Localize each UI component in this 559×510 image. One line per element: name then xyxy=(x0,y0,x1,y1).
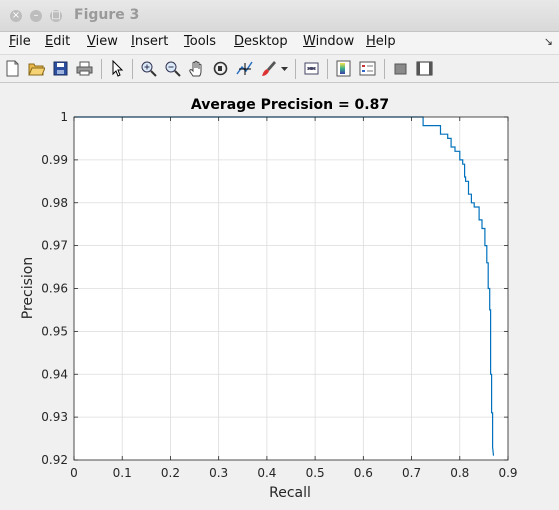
menu-file[interactable]: File xyxy=(9,34,31,49)
menu-overflow-icon[interactable]: ↘ xyxy=(543,35,553,48)
x-tick-label: 0.6 xyxy=(354,466,373,480)
menu-window[interactable]: Window xyxy=(303,34,355,49)
legend-icon[interactable] xyxy=(359,60,376,77)
x-tick-label: 0.3 xyxy=(209,466,228,480)
precision-recall-curve xyxy=(74,116,495,456)
open-file-icon[interactable] xyxy=(28,60,45,77)
y-tick-label: 0.99 xyxy=(41,153,68,167)
window-title: Figure 3 xyxy=(74,7,140,23)
x-tick-label: 0 xyxy=(70,466,78,480)
toolbar-separator xyxy=(295,59,296,79)
pointer-icon[interactable] xyxy=(109,60,126,77)
y-axis-label: Precision xyxy=(20,257,36,319)
close-icon[interactable]: × xyxy=(10,10,22,22)
window-titlebar: × – □ Figure 3 xyxy=(0,0,559,32)
menu-bar: File Edit View Insert Tools Desktop Wind… xyxy=(0,32,559,54)
y-tick-label: 0.97 xyxy=(41,239,68,253)
y-tick-label: 0.98 xyxy=(41,196,68,210)
menu-help[interactable]: Help xyxy=(366,34,396,49)
menu-view[interactable]: View xyxy=(87,34,118,49)
toolbar-separator xyxy=(384,59,385,79)
x-tick-label: 0.9 xyxy=(498,466,517,480)
link-plot-icon[interactable] xyxy=(303,60,320,77)
y-tick-label: 0.96 xyxy=(41,282,68,296)
chart-title: Average Precision = 0.87 xyxy=(191,97,389,113)
menu-tools[interactable]: Tools xyxy=(184,34,217,49)
zoom-in-icon[interactable] xyxy=(140,60,157,77)
x-tick-label: 0.4 xyxy=(257,466,276,480)
figure-canvas: Average Precision = 0.87 0 0.1 0.2 0.3 0.4 0.… xyxy=(0,84,559,506)
show-plot-tools-icon[interactable] xyxy=(416,60,433,77)
data-cursor-icon[interactable] xyxy=(236,60,253,77)
hide-plot-tools-icon[interactable] xyxy=(392,60,409,77)
precision-recall-chart: Average Precision = 0.87 0 0.1 0.2 0.3 0.4 0.… xyxy=(20,97,518,501)
new-figure-icon[interactable] xyxy=(4,60,21,77)
menu-edit[interactable]: Edit xyxy=(45,34,71,49)
y-tick-label: 0.94 xyxy=(41,367,68,381)
menu-insert[interactable]: Insert xyxy=(131,34,169,49)
x-axis-ticks: 0 0.1 0.2 0.3 0.4 0.5 0.6 0.7 0.8 0.9 xyxy=(70,117,518,480)
rotate-3d-icon[interactable] xyxy=(212,60,229,77)
colorbar-icon[interactable] xyxy=(335,60,352,77)
x-tick-label: 0.1 xyxy=(113,466,132,480)
zoom-out-icon[interactable] xyxy=(164,60,181,77)
x-tick-label: 0.8 xyxy=(450,466,469,480)
brush-icon[interactable] xyxy=(260,60,277,77)
y-axis-ticks: 0.92 0.93 0.94 0.95 0.96 0.97 0.98 0.99 1 xyxy=(41,110,508,467)
save-icon[interactable] xyxy=(52,60,69,77)
pan-icon[interactable] xyxy=(188,60,205,77)
y-tick-label: 0.95 xyxy=(41,324,68,338)
brush-dropdown-icon[interactable] xyxy=(280,60,289,77)
toolbar-separator xyxy=(101,59,102,79)
maximize-icon[interactable]: □ xyxy=(50,10,62,22)
menu-desktop[interactable]: Desktop xyxy=(234,34,288,49)
y-tick-label: 1 xyxy=(60,110,68,124)
x-axis-label: Recall xyxy=(269,485,311,501)
figure-toolbar xyxy=(0,54,559,83)
print-icon[interactable] xyxy=(76,60,93,77)
y-tick-label: 0.92 xyxy=(41,453,68,467)
x-tick-label: 0.5 xyxy=(306,466,325,480)
toolbar-separator xyxy=(327,59,328,79)
y-tick-label: 0.93 xyxy=(41,410,68,424)
minimize-icon[interactable]: – xyxy=(30,10,42,22)
x-tick-label: 0.2 xyxy=(161,466,180,480)
x-tick-label: 0.7 xyxy=(402,466,421,480)
toolbar-separator xyxy=(132,59,133,79)
